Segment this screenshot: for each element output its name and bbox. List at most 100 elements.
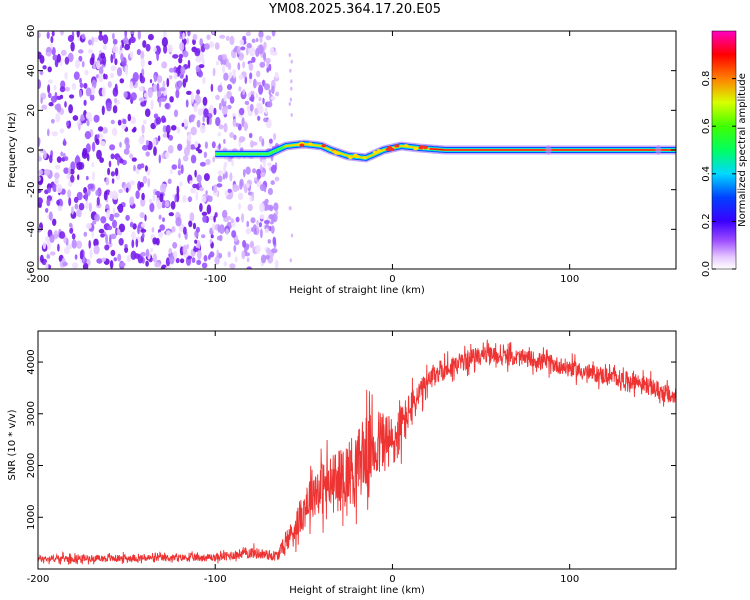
noise-blob bbox=[232, 183, 239, 193]
noise-blob bbox=[159, 87, 166, 92]
noise-blob bbox=[55, 164, 61, 170]
noise-blob bbox=[135, 238, 139, 248]
noise-blob bbox=[153, 146, 157, 157]
noise-blob bbox=[152, 237, 158, 245]
y-tick-label: 4000 bbox=[26, 349, 37, 374]
noise-blob bbox=[194, 169, 197, 178]
noise-blob bbox=[196, 226, 200, 233]
noise-blob bbox=[96, 196, 100, 206]
noise-blob bbox=[169, 254, 175, 265]
x-tick-label: -100 bbox=[204, 274, 227, 285]
noise-blob bbox=[237, 52, 245, 61]
snr-panel: -200 -100 0 100 1000 2000 3000 4000 Height of … bbox=[7, 330, 677, 596]
noise-blob bbox=[263, 186, 267, 193]
noise-blob bbox=[242, 88, 246, 96]
noise-blob bbox=[100, 52, 106, 59]
noise-blob bbox=[124, 244, 128, 248]
noise-blob bbox=[213, 107, 217, 116]
noise-blob bbox=[201, 195, 207, 203]
track-spot bbox=[394, 144, 400, 148]
noise-blob bbox=[192, 222, 197, 230]
noise-blob bbox=[174, 194, 177, 203]
track-spot bbox=[403, 144, 409, 148]
noise-blob bbox=[52, 54, 58, 61]
noise-blob bbox=[264, 220, 270, 225]
noise-blob bbox=[156, 82, 160, 92]
noise-blob bbox=[196, 259, 202, 265]
track-spot bbox=[376, 149, 382, 153]
noise-blob bbox=[213, 215, 216, 223]
noise-blob bbox=[156, 199, 163, 210]
noise-blob bbox=[95, 190, 99, 196]
noise-blob bbox=[258, 84, 264, 95]
noise-blob bbox=[74, 203, 79, 210]
noise-blob bbox=[260, 254, 267, 264]
noise-blob bbox=[162, 183, 168, 188]
y-tick-label: -40 bbox=[26, 221, 37, 237]
noise-blob bbox=[78, 202, 85, 211]
noise-blob bbox=[119, 262, 126, 267]
noise-blob bbox=[140, 223, 146, 228]
noise-blob bbox=[67, 34, 74, 43]
noise-blob bbox=[144, 108, 151, 117]
colorbar-tick-label: 0.2 bbox=[701, 213, 712, 229]
noise-blob bbox=[238, 86, 242, 92]
noise-blob bbox=[229, 172, 233, 182]
noise-blob bbox=[93, 245, 100, 255]
noise-blob bbox=[248, 132, 253, 139]
noise-blob bbox=[216, 183, 223, 188]
noise-blob bbox=[145, 248, 150, 257]
noise-blob bbox=[201, 211, 208, 216]
noise-blob bbox=[76, 209, 80, 217]
noise-blob bbox=[135, 190, 140, 200]
noise-blob bbox=[201, 234, 206, 239]
noise-blob bbox=[204, 141, 208, 149]
track-spot bbox=[352, 153, 358, 157]
noise-blob bbox=[39, 55, 45, 64]
noise-blob bbox=[123, 91, 128, 99]
noise-blob bbox=[96, 60, 101, 70]
noise-blob bbox=[227, 188, 232, 193]
noise-blob bbox=[140, 50, 145, 60]
noise-blob bbox=[145, 139, 149, 146]
noise-blob bbox=[234, 256, 238, 263]
noise-blob bbox=[91, 79, 97, 89]
noise-blob bbox=[274, 71, 279, 80]
noise-blob bbox=[140, 197, 146, 207]
noise-blob bbox=[113, 212, 120, 218]
noise-blob bbox=[73, 71, 80, 80]
noise-blob bbox=[85, 200, 89, 210]
top-x-axis-label: Height of straight line (km) bbox=[289, 285, 425, 296]
noise-blob bbox=[38, 176, 41, 182]
noise-blob bbox=[112, 87, 119, 97]
noise-blob bbox=[210, 234, 214, 239]
noise-blob bbox=[102, 44, 107, 50]
spectrogram-panel: -200 -100 0 100 60 40 20 0 -20 -40 -60 Height of … bbox=[7, 25, 677, 296]
noise-blob bbox=[231, 230, 237, 238]
noise-blob bbox=[239, 107, 245, 116]
x-tick-label: 100 bbox=[560, 274, 579, 285]
noise-blob bbox=[249, 62, 253, 71]
noise-blob bbox=[101, 87, 107, 97]
noise-blob bbox=[81, 33, 86, 40]
noise-blob bbox=[62, 261, 68, 267]
noise-blob bbox=[165, 257, 171, 267]
bottom-x-axis: -200 -100 0 100 bbox=[27, 331, 579, 585]
noise-blob bbox=[164, 200, 170, 208]
noise-blob bbox=[98, 73, 104, 83]
noise-blob bbox=[171, 125, 177, 131]
noise-blob bbox=[109, 213, 114, 222]
noise-blob bbox=[105, 234, 109, 244]
noise-blob bbox=[231, 159, 235, 167]
noise-blob bbox=[159, 224, 165, 231]
noise-blob bbox=[112, 219, 117, 229]
noise-blob bbox=[233, 48, 237, 53]
noise-blob bbox=[112, 45, 119, 54]
noise-blob bbox=[290, 233, 294, 238]
noise-blob bbox=[208, 41, 215, 48]
noise-blob bbox=[246, 220, 250, 228]
noise-blob bbox=[159, 97, 166, 102]
noise-blob bbox=[251, 141, 258, 146]
noise-blob bbox=[136, 49, 141, 56]
noise-blob bbox=[260, 171, 266, 178]
